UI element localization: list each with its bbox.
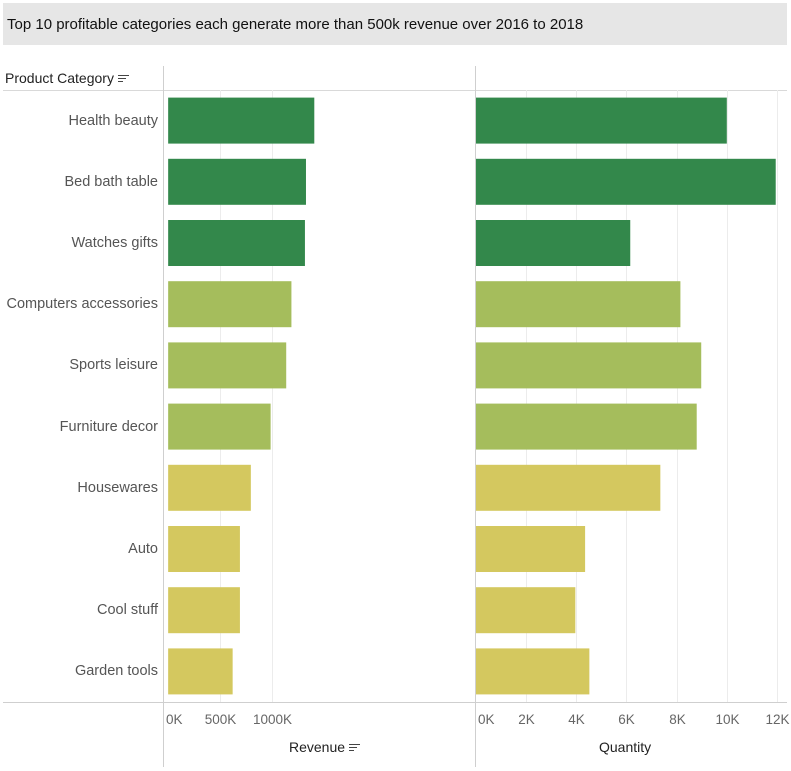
revenue-bar [168, 648, 233, 695]
quantity-bar [476, 281, 681, 328]
revenue-tick-label: 0K [166, 712, 183, 727]
revenue-axis-label: Revenue [289, 739, 346, 755]
revenue-bar [168, 220, 305, 266]
category-label: Computers accessories [6, 296, 159, 313]
quantity-bar [476, 648, 590, 695]
quantity-tick-label: 0K [478, 712, 495, 727]
sort-icon[interactable] [349, 743, 361, 752]
category-label: Watches gifts [71, 235, 159, 251]
quantity-bar [476, 403, 697, 450]
revenue-bar [168, 526, 240, 572]
quantity-tick-label: 8K [669, 712, 686, 727]
revenue-bar [168, 587, 240, 634]
quantity-bar [476, 97, 727, 144]
quantity-bar [476, 158, 776, 205]
quantity-tick-label: 12K [765, 712, 789, 727]
chart-title: Top 10 profitable categories each genera… [3, 3, 787, 45]
sort-icon[interactable] [117, 74, 129, 83]
quantity-tick-label: 10K [715, 712, 739, 727]
revenue-axis-title[interactable]: Revenue [289, 739, 361, 755]
category-label: Sports leisure [69, 357, 158, 374]
row-header-label: Product Category [5, 70, 114, 86]
revenue-tick-label: 1000K [253, 712, 292, 727]
row-header[interactable]: Product Category [5, 70, 129, 86]
category-label: Furniture decor [59, 418, 158, 435]
category-label: Auto [128, 541, 158, 557]
quantity-tick-label: 2K [518, 712, 535, 727]
quantity-axis-label: Quantity [599, 739, 652, 755]
revenue-bar [168, 464, 251, 511]
category-label: Garden tools [74, 663, 158, 680]
quantity-tick-label: 4K [568, 712, 585, 727]
revenue-bar [168, 342, 287, 389]
revenue-bar [168, 97, 315, 144]
quantity-tick-label: 6K [618, 712, 635, 727]
quantity-bar [476, 342, 702, 389]
quantity-bar [476, 464, 661, 511]
revenue-bar [168, 403, 271, 450]
category-label: Health beauty [68, 112, 158, 129]
quantity-bar [476, 587, 576, 634]
quantity-bar [476, 220, 631, 266]
category-label: Cool stuff [97, 602, 158, 619]
quantity-axis-title[interactable]: Quantity [599, 739, 651, 755]
chart-title-text: Top 10 profitable categories each genera… [7, 15, 584, 33]
revenue-bar [168, 281, 292, 328]
quantity-bar [476, 526, 586, 572]
category-label: Housewares [77, 479, 158, 496]
revenue-tick-label: 500K [205, 712, 237, 727]
revenue-bar [168, 158, 306, 205]
category-label: Bed bath table [64, 173, 158, 190]
